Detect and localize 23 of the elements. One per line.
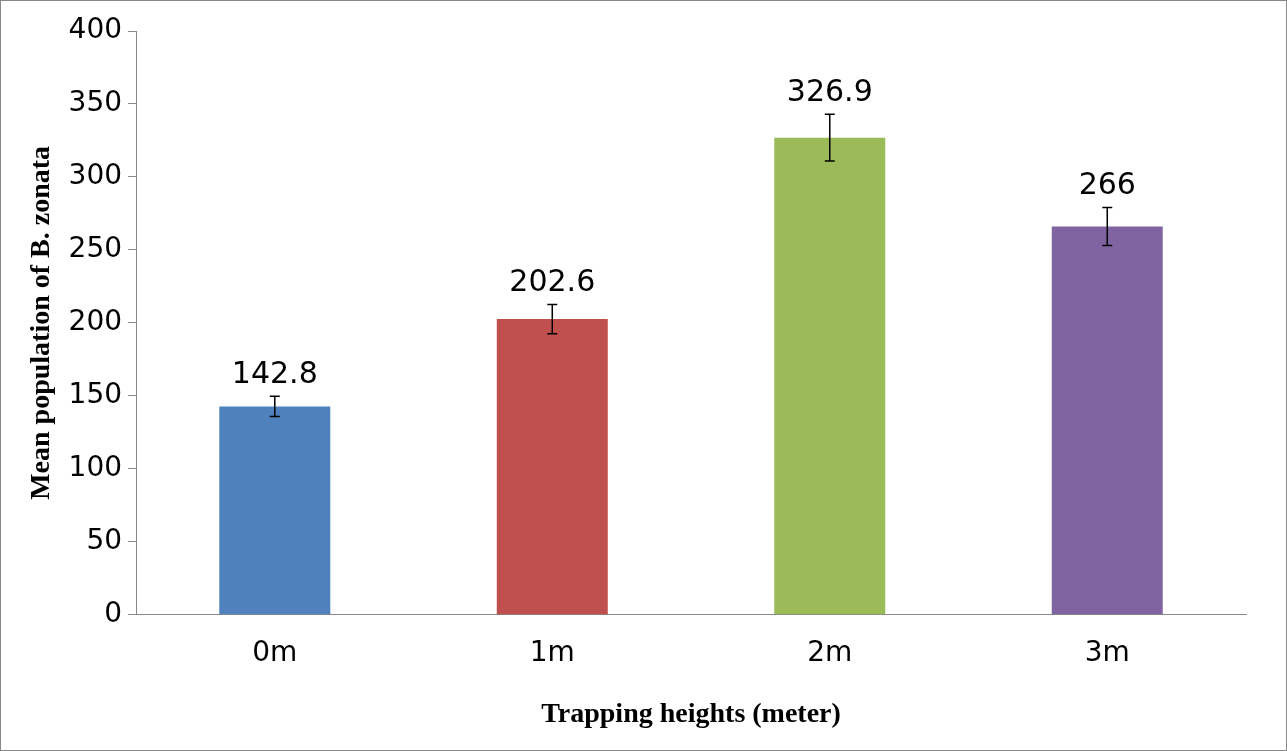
y-tick-label: 250 (68, 231, 123, 265)
x-tick-label: 2m (807, 634, 853, 668)
bar (219, 406, 331, 615)
data-label: 266 (1078, 166, 1136, 202)
data-label: 142.8 (231, 354, 318, 390)
x-tick-label: 3m (1084, 634, 1130, 668)
x-axis-title: Trapping heights (meter) (541, 697, 841, 729)
bar (496, 319, 608, 615)
y-tick-label: 400 (68, 12, 123, 46)
data-label: 326.9 (786, 73, 873, 109)
bar (1051, 226, 1163, 615)
y-tick-label: 100 (68, 450, 123, 484)
y-tick-label: 0 (104, 596, 123, 630)
bar (774, 137, 886, 615)
y-tick-label: 350 (68, 85, 123, 119)
x-tick-label: 1m (529, 634, 575, 668)
x-tick-label: 0m (252, 634, 298, 668)
y-tick-label: 150 (68, 377, 123, 411)
y-tick-label: 300 (68, 158, 123, 192)
y-tick-label: 50 (86, 523, 123, 557)
data-label: 202.6 (509, 263, 596, 299)
y-axis-title: Mean population of B. zonata (24, 145, 56, 500)
y-tick-label: 200 (68, 304, 123, 338)
